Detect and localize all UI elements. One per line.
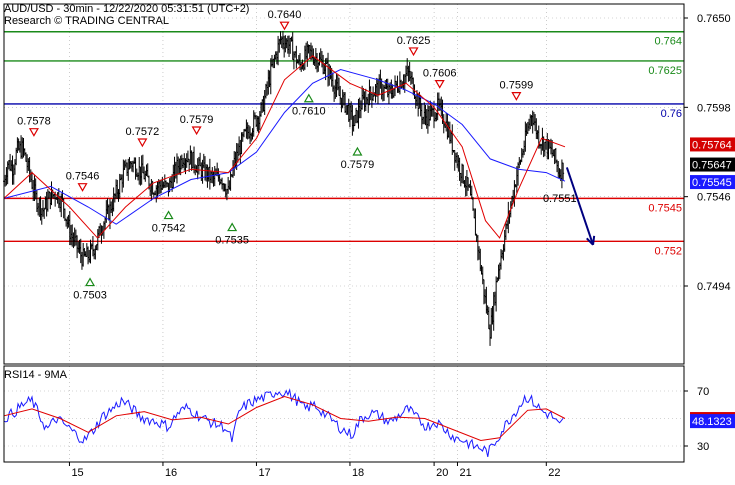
level-layer: 0.764 0.7625 0.76 0.7545 0.752 (4, 31, 684, 257)
main-panel-frame (3, 3, 685, 365)
trough-label: 0.7610 (292, 106, 326, 118)
level-line-label: 0.76 (661, 108, 682, 120)
x-tick-label: 22 (548, 467, 560, 479)
level-line-label: 0.752 (654, 245, 682, 257)
trough-label: 0.7503 (73, 290, 107, 302)
grid-layer (4, 4, 684, 462)
peak-label: 0.7579 (180, 114, 214, 126)
peak-label: 0.7625 (397, 35, 431, 47)
peak-label: 0.7599 (500, 80, 534, 92)
y-tick-label: 0.7494 (697, 281, 731, 293)
axis-layer: 15 16 17 18 20 21 22 0.7650 0.7598 0.7546 0.7494 70… (3, 3, 731, 479)
rsi-title: RSI14 - 9MA (4, 369, 68, 381)
x-tick-label: 17 (258, 467, 270, 479)
x-tick-label: 16 (165, 467, 177, 479)
rsi-line (3, 388, 564, 458)
trough-label: 0.7535 (215, 235, 249, 247)
peak-marker (408, 47, 419, 57)
x-tick-label: 20 (436, 467, 448, 479)
peak-marker (434, 79, 445, 89)
price-box-label: 0.75647 (692, 160, 732, 172)
ma-slow-line (3, 68, 566, 225)
projection-label: 0.7551 (543, 193, 577, 205)
peak-label: 0.7640 (268, 9, 302, 21)
trough-label: 0.7579 (341, 159, 375, 171)
price-box (690, 137, 735, 152)
chart-title: AUD/USD - 30min - 12/22/2020 05:31:51 (U… (4, 3, 249, 15)
price-box-label: 0.75764 (692, 139, 732, 151)
trough-marker (84, 277, 96, 287)
peak-marker (511, 92, 522, 101)
rsi-ma-line (3, 395, 566, 442)
trough-marker (352, 146, 363, 156)
peak-marker (77, 183, 88, 192)
y-tick-label: 0.7598 (697, 102, 731, 114)
price-box (690, 175, 735, 190)
peak-marker (137, 138, 148, 148)
rsi-value-box (690, 414, 735, 429)
y-tick-label: 0.7546 (697, 192, 731, 204)
trough-marker (227, 222, 238, 232)
trough-marker (163, 210, 174, 220)
projection-arrow-head (586, 235, 596, 246)
peak-label: 0.7572 (126, 126, 160, 138)
x-tick-label: 21 (459, 467, 471, 479)
projection-arrow-shaft (565, 167, 594, 246)
y-tick-label: 0.7650 (697, 13, 731, 25)
ma-fast-line (3, 55, 566, 239)
level-line-label: 0.7625 (648, 65, 682, 77)
chart-subtitle: Research © TRADING CENTRAL (4, 15, 169, 27)
peak-marker (28, 128, 39, 137)
trough-label: 0.7542 (152, 223, 186, 235)
peak-marker (191, 126, 202, 136)
rsi-value-box-label: 48.1323 (692, 416, 732, 428)
peak-label: 0.7546 (66, 171, 100, 183)
level-line-label: 0.7545 (648, 202, 682, 214)
price-box (690, 157, 735, 172)
level-line-label: 0.764 (654, 36, 682, 48)
price-layer (3, 30, 566, 346)
x-tick-label: 18 (352, 467, 364, 479)
rsi-y-tick-label: 30 (697, 441, 709, 453)
header-layer: AUD/USD - 30min - 12/22/2020 05:31:51 (U… (4, 3, 249, 27)
peak-label: 0.7578 (17, 116, 51, 128)
peak-label: 0.7606 (423, 68, 457, 80)
rsi-y-tick-label: 70 (697, 386, 709, 398)
x-tick-label: 15 (71, 467, 83, 479)
rsi-layer: RSI14 - 9MA (3, 369, 566, 458)
peak-marker (279, 21, 290, 31)
price-box-label: 0.75545 (692, 177, 732, 189)
rsi-panel-frame (3, 365, 685, 463)
annot-layer: 0.7578 0.7546 0.7572 0.7579 0.7640 0.7625 0.76… (17, 9, 596, 302)
trough-marker (303, 93, 314, 103)
